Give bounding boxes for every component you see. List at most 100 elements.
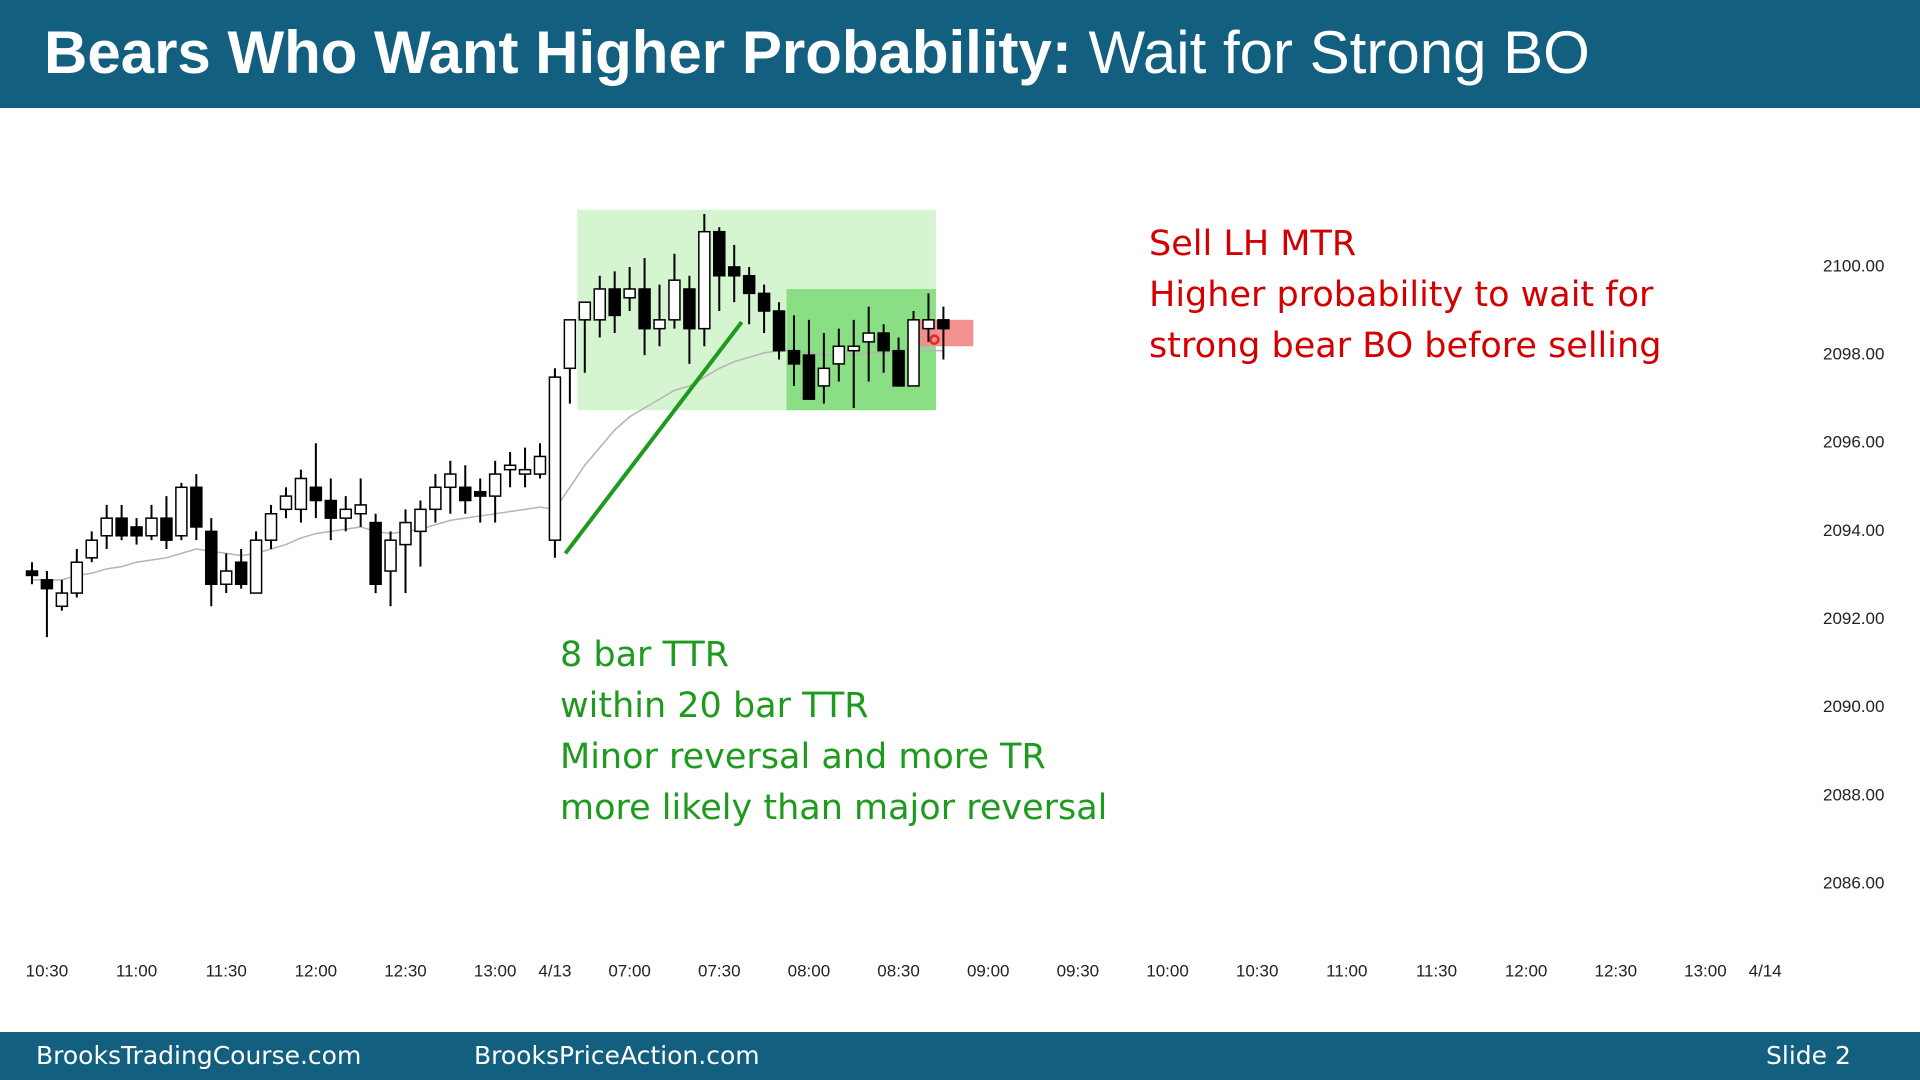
annotation: Sell LH MTR <box>1149 224 1356 264</box>
candle-body <box>175 486 188 537</box>
header: Bears Who Want Higher Probability: Wait … <box>0 0 1920 108</box>
annotation: within 20 bar TTR <box>560 686 869 726</box>
candle-body <box>309 486 323 502</box>
candle-body <box>399 521 412 546</box>
candle-body <box>683 288 696 330</box>
candle-body <box>234 561 248 586</box>
y-tick-label: 2098.00 <box>1823 345 1884 364</box>
candle-body <box>802 354 816 400</box>
candle-body <box>533 455 547 475</box>
candle-body <box>653 319 666 330</box>
title-rest: Wait for Strong BO <box>1088 19 1590 86</box>
title: Bears Who Want Higher Probability: Wait … <box>44 18 1590 87</box>
annotation: more likely than major reversal <box>560 788 1107 828</box>
candle-body <box>130 526 143 537</box>
candle-body <box>414 508 427 533</box>
candle-body <box>25 570 39 577</box>
footer: BrooksTradingCourse.com BrooksPriceActio… <box>0 1032 1920 1080</box>
x-tick-label: 10:30 <box>1236 961 1279 980</box>
candle-body <box>100 517 113 537</box>
y-tick-label: 2086.00 <box>1823 873 1884 892</box>
x-tick-label: 13:00 <box>1684 961 1727 980</box>
candle-body <box>444 473 457 489</box>
annotation: 8 bar TTR <box>560 635 729 675</box>
x-tick-label: 11:30 <box>206 961 247 980</box>
title-bold: Bears Who Want Higher Probability: <box>44 19 1072 86</box>
candle-body <box>279 495 293 511</box>
x-tick-label: 11:00 <box>116 961 157 980</box>
candle-body <box>324 499 338 519</box>
x-tick-label: 11:00 <box>1326 961 1367 980</box>
candle-body <box>160 517 173 541</box>
slide-number: Slide 2 <box>1766 1041 1851 1070</box>
x-tick-label: 12:30 <box>384 961 427 980</box>
y-tick-label: 2090.00 <box>1823 697 1884 716</box>
annotation: strong bear BO before selling <box>1149 326 1661 366</box>
candle-body <box>85 539 98 559</box>
candle-body <box>264 512 278 541</box>
candle-body <box>757 292 771 312</box>
x-tick-label: 07:30 <box>698 961 741 980</box>
candle-body <box>205 530 218 586</box>
candle-body <box>727 266 741 277</box>
x-tick-label: 4/14 <box>1749 961 1782 980</box>
candle-body <box>862 332 875 343</box>
candle-body <box>892 349 905 387</box>
candle-body <box>937 319 950 330</box>
x-tick-label: 10:30 <box>26 961 69 980</box>
candle-body <box>713 230 726 277</box>
candle-body <box>638 288 651 330</box>
candle-body <box>817 367 831 387</box>
marker <box>929 334 940 345</box>
y-tick-label: 2092.00 <box>1823 609 1884 628</box>
candle-body <box>922 319 935 330</box>
candle-body <box>503 464 517 471</box>
candle-body <box>115 517 128 537</box>
annotation: Minor reversal and more TR <box>560 737 1046 777</box>
candle-body <box>384 539 397 572</box>
candle-body <box>40 579 54 590</box>
x-tick-label: 10:00 <box>1146 961 1189 980</box>
chart: 2086.00 2088.00 2090.00 2092.00 2094.00 2096.… <box>25 209 1884 980</box>
x-tick-label: 08:30 <box>877 961 920 980</box>
x-tick-label: 07:00 <box>608 961 651 980</box>
candle-body <box>249 539 263 594</box>
candle-body <box>578 301 592 321</box>
candle-body <box>70 561 84 594</box>
footer-left: BrooksTradingCourse.com <box>36 1041 362 1070</box>
x-tick-label: 4/13 <box>538 961 571 980</box>
candle-body <box>354 504 367 515</box>
x-tick-label: 11:30 <box>1416 961 1457 980</box>
candle-body <box>623 288 636 299</box>
candle-body <box>294 477 308 511</box>
x-tick-label: 12:00 <box>295 961 338 980</box>
candle-body <box>459 486 472 502</box>
trend-line <box>563 320 744 555</box>
candle-body <box>772 310 786 352</box>
candle-body <box>668 279 681 321</box>
candle-body <box>219 570 233 586</box>
y-tick-label: 2100.00 <box>1823 256 1884 275</box>
candle-body <box>742 275 756 295</box>
candle-body <box>787 349 801 365</box>
candle-body <box>593 288 606 321</box>
candle-body <box>55 592 69 608</box>
candle-body <box>339 508 352 519</box>
candle-body <box>847 345 860 352</box>
x-tick-label: 12:30 <box>1594 961 1637 980</box>
footer-center: BrooksPriceAction.com <box>474 1041 760 1070</box>
x-tick-label: 09:30 <box>1057 961 1100 980</box>
candle-body <box>563 319 577 370</box>
y-tick-label: 2094.00 <box>1823 521 1884 540</box>
candle-body <box>832 345 846 365</box>
x-tick-label: 13:00 <box>474 961 517 980</box>
y-tick-label: 2096.00 <box>1823 433 1884 452</box>
candle-body <box>145 517 158 537</box>
y-tick-label: 2088.00 <box>1823 785 1884 804</box>
candle-body <box>429 486 442 511</box>
candle-body <box>518 468 532 475</box>
x-tick-label: 09:00 <box>967 961 1010 980</box>
candle-body <box>698 230 711 330</box>
candle-body <box>907 319 920 387</box>
